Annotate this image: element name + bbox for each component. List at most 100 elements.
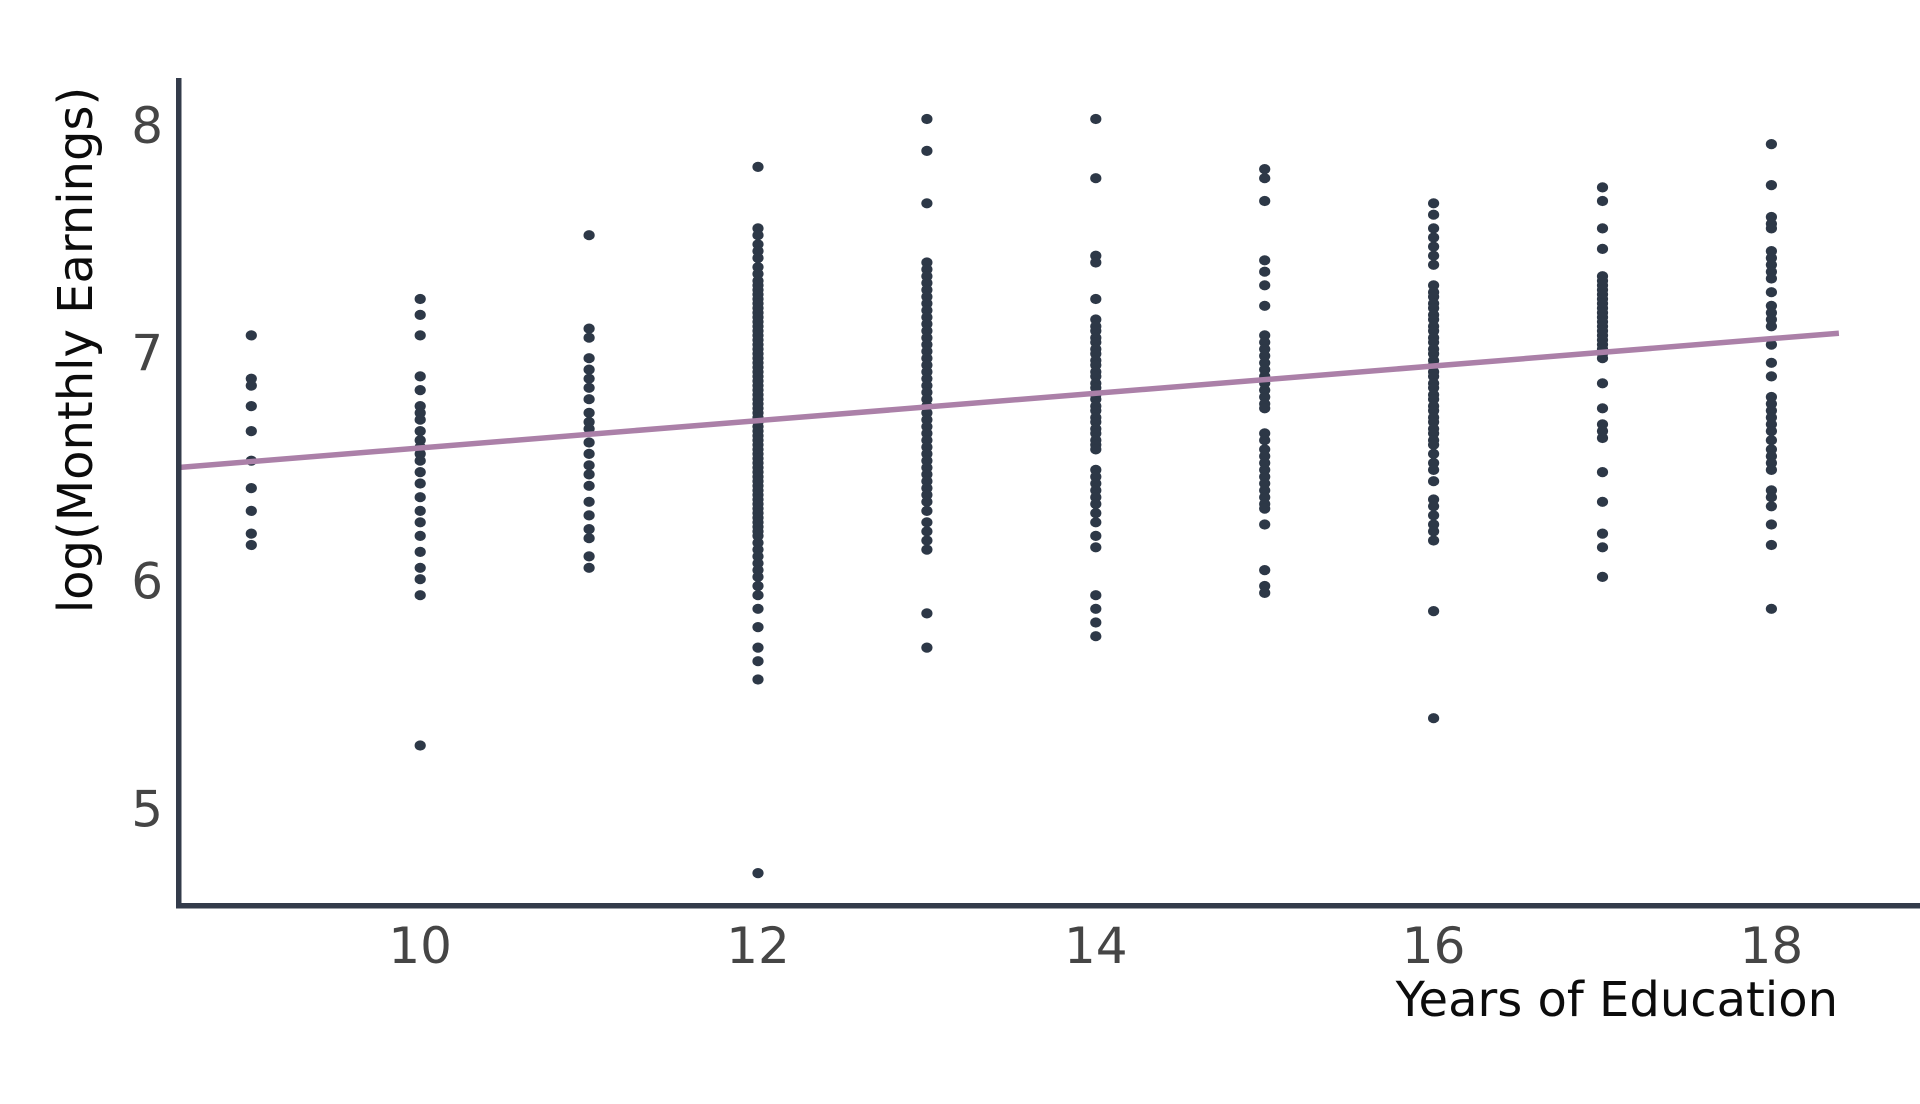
data-point (245, 426, 257, 437)
data-point (583, 332, 595, 343)
data-point (1765, 371, 1777, 382)
data-point (1765, 426, 1777, 437)
data-point (1596, 353, 1609, 364)
x-axis-spine (176, 903, 1920, 909)
data-point (583, 437, 595, 448)
data-point (1428, 448, 1440, 459)
data-point (1259, 266, 1271, 277)
y-tick-label: 5 (131, 780, 163, 838)
data-point (414, 414, 426, 425)
data-point (414, 330, 426, 341)
data-point (1259, 435, 1271, 446)
data-point (1596, 432, 1609, 444)
data-point (1090, 617, 1102, 628)
data-point (583, 480, 595, 491)
data-point (921, 544, 933, 555)
data-point (752, 868, 764, 879)
data-point (414, 562, 426, 573)
x-axis-tick-labels: 10 12 14 16 18 (388, 917, 1803, 975)
data-point (1596, 403, 1609, 414)
y-tick-label: 7 (131, 325, 163, 383)
data-point (414, 546, 426, 558)
data-point (1428, 209, 1440, 220)
data-point (583, 373, 595, 384)
data-point (1259, 195, 1271, 207)
data-point (752, 674, 764, 685)
data-point (1428, 232, 1440, 243)
data-point (752, 230, 764, 241)
data-point (1765, 603, 1777, 614)
data-point (752, 161, 764, 172)
data-point (921, 198, 933, 209)
data-point (1428, 223, 1440, 234)
data-point (1090, 293, 1102, 305)
data-point (245, 330, 257, 341)
data-point (1090, 173, 1102, 184)
data-point (921, 113, 933, 125)
data-point (1090, 542, 1102, 553)
data-point (1765, 339, 1777, 350)
data-point (1428, 535, 1440, 546)
data-point (583, 562, 595, 573)
data-point (1259, 255, 1271, 266)
data-point (414, 455, 426, 466)
data-point (1428, 526, 1440, 537)
data-point (414, 740, 426, 751)
data-point (1596, 496, 1609, 507)
data-point (1090, 517, 1102, 528)
data-point (1428, 606, 1440, 617)
data-point (414, 385, 426, 396)
data-point (1765, 180, 1777, 191)
data-point (752, 656, 764, 667)
data-point (1428, 198, 1440, 209)
data-point (752, 590, 764, 601)
data-point (1596, 528, 1609, 539)
data-point (583, 364, 595, 375)
data-point (1765, 223, 1777, 234)
data-point (752, 642, 764, 653)
data-point (414, 293, 426, 305)
data-point (583, 533, 595, 544)
data-point (1090, 590, 1102, 601)
data-point (1428, 241, 1440, 252)
data-point (1090, 498, 1102, 510)
data-point (921, 535, 933, 546)
data-point (1428, 259, 1440, 270)
data-point (1259, 587, 1271, 599)
data-point (752, 580, 764, 592)
data-point (1765, 539, 1777, 551)
data-point (583, 448, 595, 459)
data-point (1596, 195, 1609, 207)
data-point (1765, 287, 1777, 298)
data-point (1428, 464, 1440, 475)
data-point (1259, 280, 1271, 291)
data-point (1765, 501, 1777, 512)
data-point (1090, 530, 1102, 542)
data-point (583, 524, 595, 535)
data-point (414, 530, 426, 542)
data-point (1428, 250, 1440, 261)
y-axis-title: log(Monthly Earnings) (48, 87, 104, 613)
data-point (414, 371, 426, 382)
data-point (752, 603, 764, 614)
data-point (921, 505, 933, 516)
data-point (245, 380, 257, 391)
x-tick-label: 18 (1740, 917, 1804, 975)
y-tick-label: 6 (131, 553, 163, 611)
data-point (1596, 223, 1609, 234)
data-point (752, 622, 764, 633)
data-point (921, 526, 933, 537)
data-point (245, 539, 257, 551)
data-point (752, 571, 764, 583)
data-point (1596, 467, 1609, 478)
regression-line (176, 330, 1840, 471)
data-point (414, 426, 426, 437)
data-point (583, 469, 595, 480)
data-point (245, 528, 257, 539)
data-point (583, 394, 595, 405)
data-point (752, 252, 764, 264)
data-point (583, 382, 595, 393)
x-tick-label: 10 (388, 917, 452, 975)
data-point (583, 510, 595, 521)
